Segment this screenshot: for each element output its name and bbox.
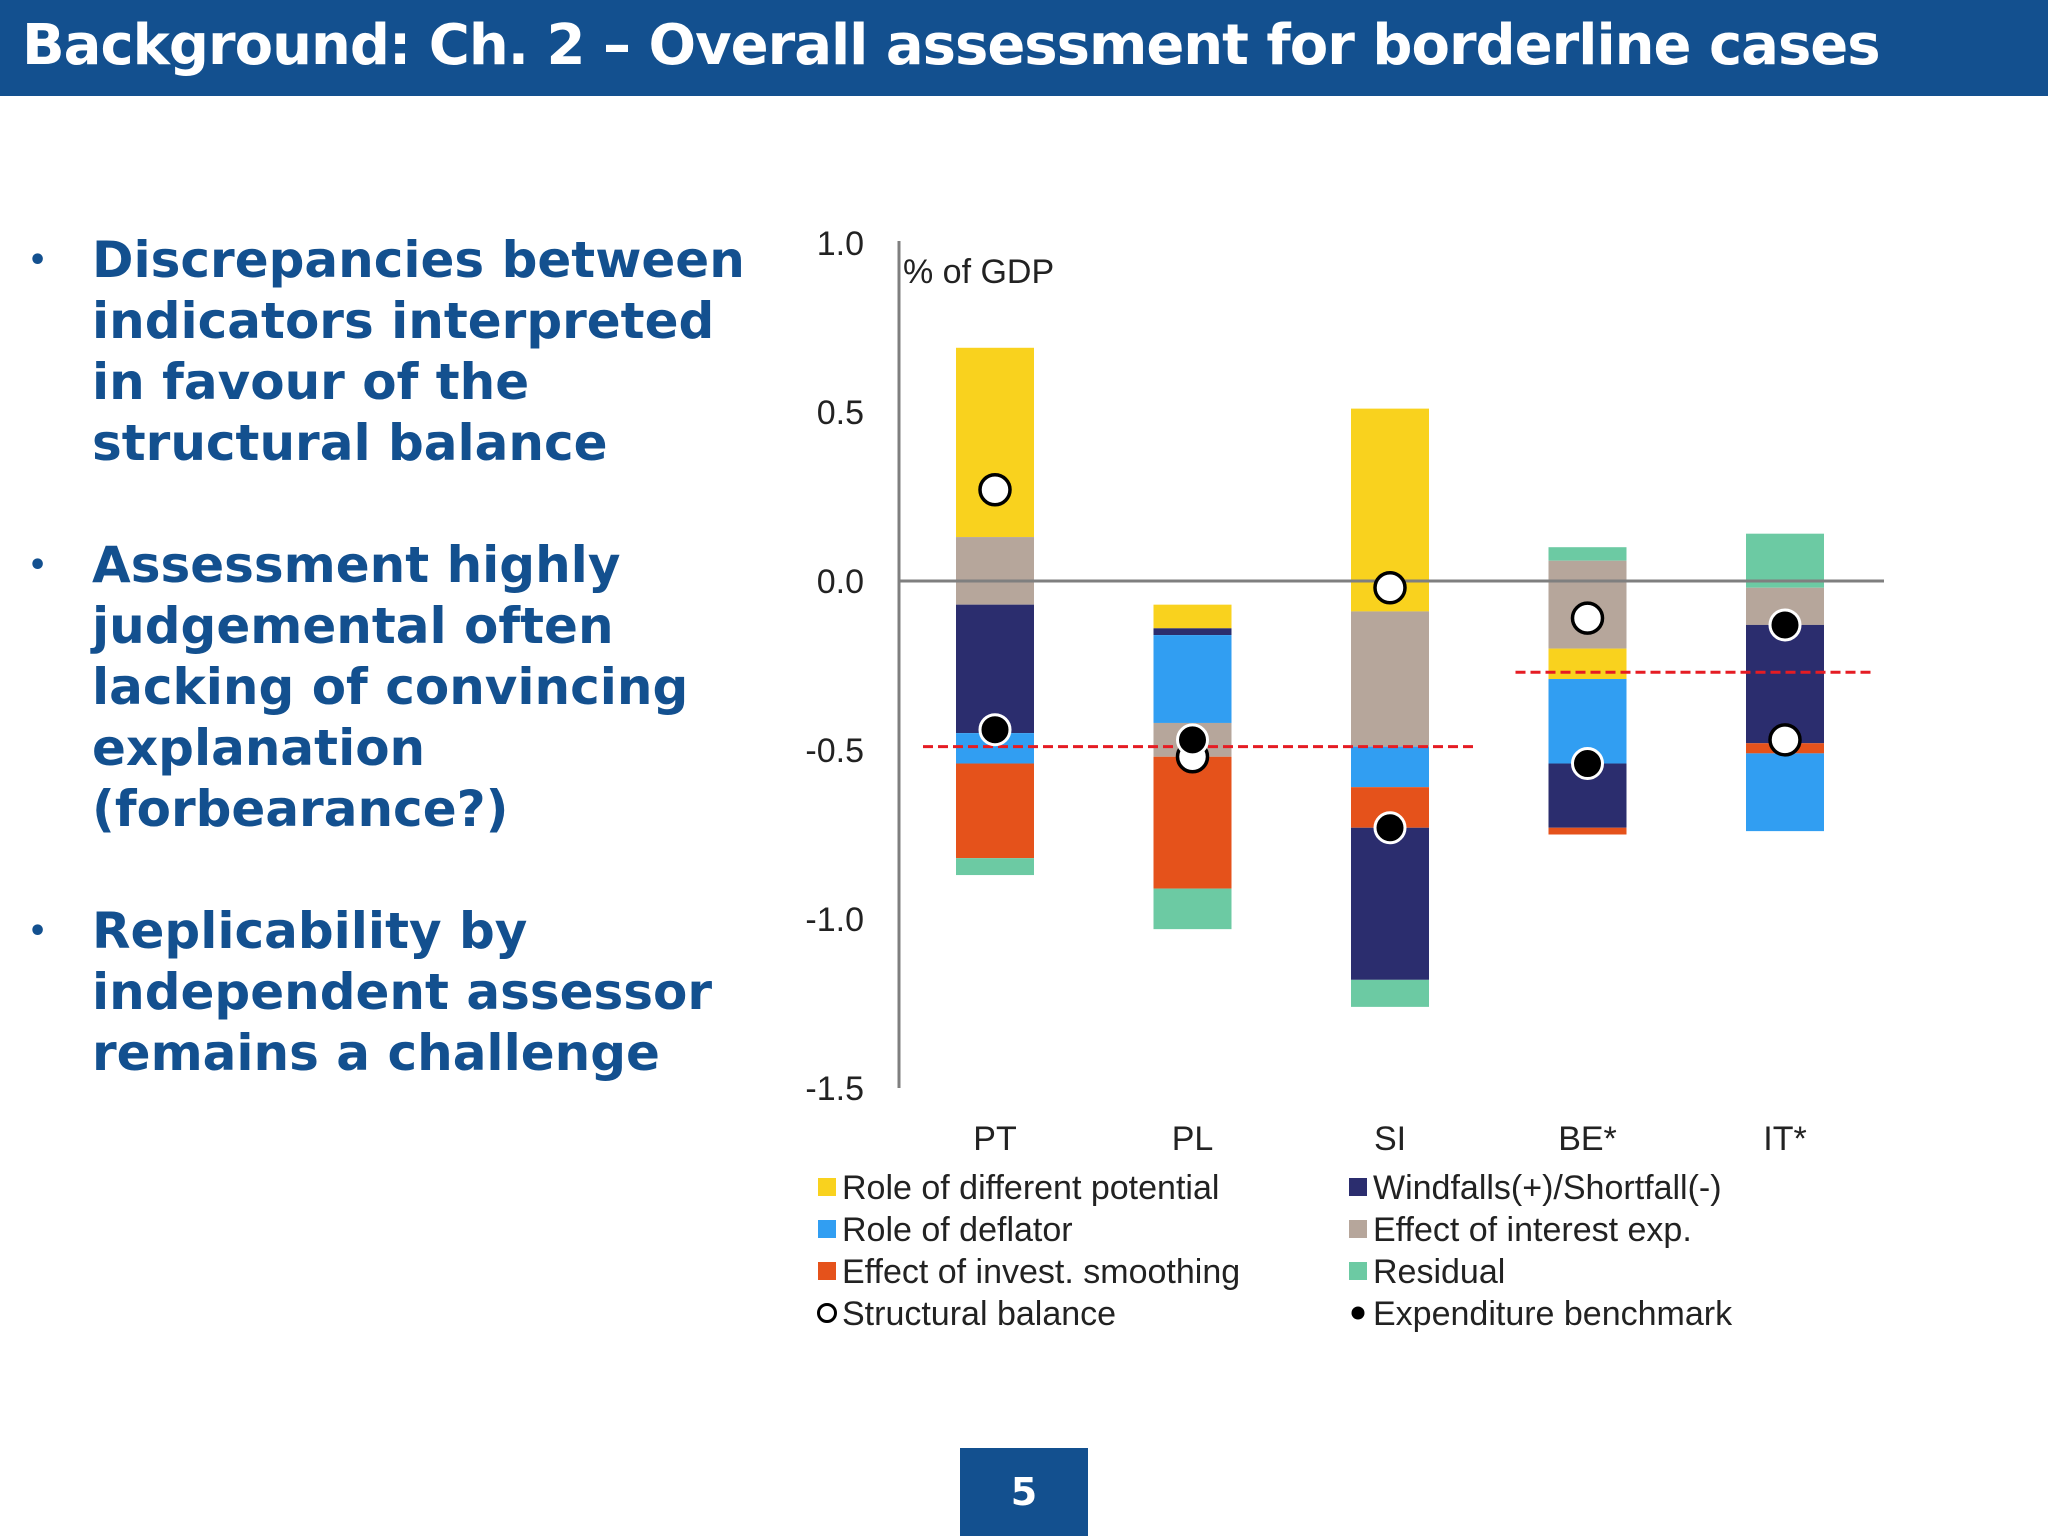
- labels-group: 1.0 0.5 0.0 -0.5 -1.0 -1.5 % of GDP PT PL SI BE* IT…: [805, 225, 1806, 1158]
- bullet-dot-icon: •: [28, 548, 48, 583]
- legend-group: Role of different potential Windfalls(+)/…: [817, 1169, 1733, 1333]
- bullet-line: independent assessor: [92, 963, 713, 1021]
- y-axis-label: % of GDP: [903, 253, 1054, 291]
- stacked-bar-chart: 1.0 0.5 0.0 -0.5 -1.0 -1.5 % of GDP PT PL SI BE* IT…: [805, 225, 1884, 1333]
- bullet-line: in favour of the: [92, 353, 530, 411]
- y-tick-label: 0.5: [817, 394, 864, 432]
- bar-segment-residual: [1548, 547, 1627, 561]
- legend-swatch-windfalls: [1349, 1178, 1367, 1196]
- legend-swatch-smoothing: [818, 1262, 836, 1280]
- title-bar: Background: Ch. 2 – Overall assessment f…: [0, 0, 2048, 96]
- structural-balance-marker: [1373, 571, 1407, 605]
- page-number: 5: [960, 1448, 1088, 1536]
- chart-container: 1.0 0.5 0.0 -0.5 -1.0 -1.5 % of GDP PT PL SI BE* IT…: [780, 200, 1900, 1350]
- bullet-list: • Discrepancies between indicators inter…: [24, 230, 764, 1145]
- bar-segment-residual: [1746, 533, 1824, 588]
- structural-balance-marker: [1570, 601, 1605, 635]
- legend-label: Windfalls(+)/Shortfall(-): [1373, 1169, 1722, 1207]
- bar-segment-smoothing: [956, 763, 1034, 859]
- expenditure-benchmark-marker: [1571, 747, 1604, 781]
- expenditure-benchmark-marker: [1768, 608, 1802, 642]
- structural-balance-marker: [1768, 723, 1802, 757]
- y-tick-label: 1.0: [817, 225, 864, 263]
- page-title: Background: Ch. 2 – Overall assessment f…: [22, 13, 1881, 78]
- x-tick-label: SI: [1374, 1120, 1406, 1158]
- bar-segment-deflator: [1153, 635, 1232, 723]
- bullet-line: explanation: [92, 719, 426, 777]
- bullet-dot-icon: •: [28, 243, 48, 278]
- bullet-line: indicators interpreted: [92, 292, 715, 350]
- legend-open-circle-icon: [817, 1303, 837, 1323]
- bar-segment-interest: [1351, 611, 1429, 747]
- bar-segment-windfalls: [956, 604, 1034, 734]
- legend-label: Role of deflator: [842, 1211, 1073, 1249]
- bullet-line: Discrepancies between: [92, 231, 745, 289]
- x-tick-label: PT: [973, 1120, 1016, 1158]
- legend-filled-circle-icon: [1351, 1306, 1365, 1320]
- bullet-line: (forbearance?): [92, 780, 509, 838]
- bar-segment-potential: [1548, 648, 1627, 680]
- legend-swatch-residual: [1349, 1262, 1367, 1280]
- y-tick-label: -0.5: [805, 732, 864, 770]
- bars-group: [956, 347, 1824, 1007]
- bar-segment-residual: [1351, 979, 1429, 1007]
- legend-swatch-potential: [818, 1178, 836, 1196]
- expenditure-benchmark-marker: [978, 713, 1012, 747]
- markers-group: [978, 472, 1802, 845]
- legend-swatch-deflator: [818, 1220, 836, 1238]
- bar-segment-deflator: [1746, 753, 1824, 832]
- bullet-dot-icon: •: [28, 914, 48, 949]
- x-tick-label: BE*: [1558, 1120, 1617, 1158]
- x-tick-label: PL: [1172, 1120, 1214, 1158]
- bullet-line: Replicability by: [92, 902, 528, 960]
- bullet-line: Assessment highly: [92, 536, 621, 594]
- bullet-line: remains a challenge: [92, 1024, 660, 1082]
- legend-label: Residual: [1373, 1253, 1505, 1291]
- legend-label: Role of different potential: [842, 1169, 1219, 1207]
- legend-label: Effect of interest exp.: [1373, 1211, 1692, 1249]
- bar-segment-smoothing: [1548, 827, 1627, 835]
- bar-segment-residual: [956, 858, 1034, 876]
- bar-segment-windfalls: [1153, 628, 1232, 636]
- bullet-line: lacking of convincing: [92, 658, 689, 716]
- bar-segment-smoothing: [1153, 756, 1232, 889]
- y-tick-label: -1.0: [805, 901, 864, 939]
- bullet-item: • Discrepancies between indicators inter…: [24, 230, 764, 474]
- legend-label: Structural balance: [842, 1295, 1116, 1333]
- y-tick-label: 0.0: [817, 563, 864, 601]
- legend-swatch-interest: [1349, 1220, 1367, 1238]
- bullet-line: judgemental often: [92, 597, 614, 655]
- bar-segment-residual: [1153, 888, 1232, 930]
- bar-segment-windfalls: [1351, 827, 1429, 980]
- bar-segment-potential: [956, 347, 1034, 538]
- expenditure-benchmark-marker: [1176, 723, 1209, 757]
- bullet-line: structural balance: [92, 414, 608, 472]
- bar-segment-potential: [1153, 604, 1232, 629]
- bullet-item: • Replicability by independent assessor …: [24, 901, 764, 1084]
- bar-segment-interest: [956, 537, 1034, 605]
- x-tick-label: IT*: [1763, 1120, 1806, 1158]
- legend-label: Effect of invest. smoothing: [842, 1253, 1240, 1291]
- bar-segment-deflator: [1351, 746, 1429, 788]
- bullet-item: • Assessment highly judgemental often la…: [24, 535, 764, 840]
- structural-balance-marker: [978, 472, 1012, 507]
- legend-label: Expenditure benchmark: [1373, 1295, 1733, 1333]
- expenditure-benchmark-marker: [1373, 811, 1407, 845]
- y-tick-label: -1.5: [805, 1070, 864, 1108]
